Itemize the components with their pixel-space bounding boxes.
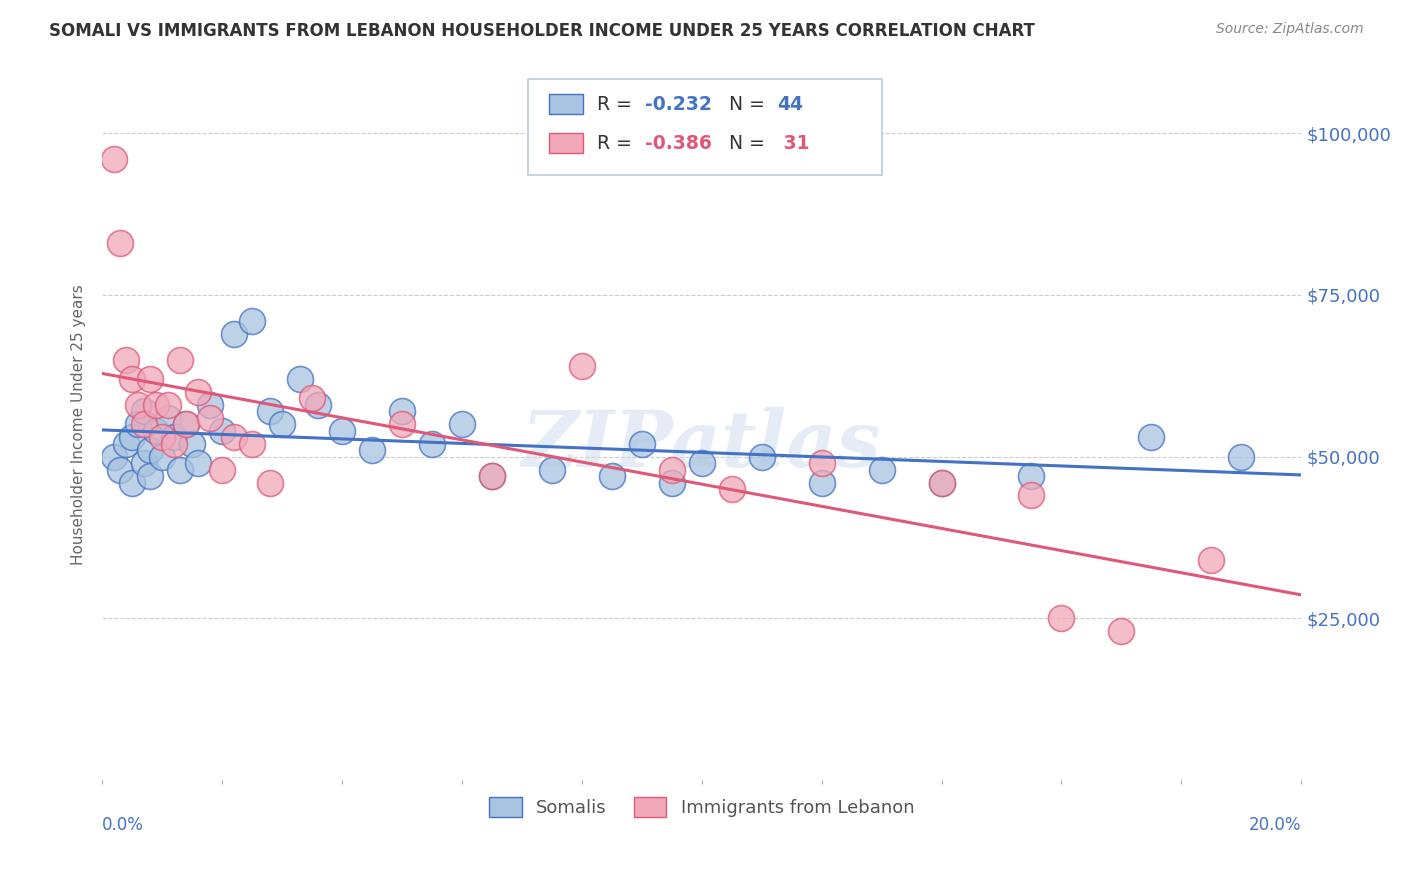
Point [720,482,742,496]
Point [810,456,832,470]
Point [420,436,443,450]
Text: 20.0%: 20.0% [1249,815,1302,834]
Point [330,424,353,438]
FancyBboxPatch shape [550,95,583,114]
Point [198,410,221,425]
Y-axis label: Householder Income Under 25 years: Householder Income Under 25 years [72,284,86,565]
Point [139,443,162,458]
Point [307,398,329,412]
Point [391,417,413,432]
Point [187,384,209,399]
Point [150,450,173,464]
Text: N =: N = [730,134,772,153]
Point [451,417,474,432]
Point [288,372,311,386]
Text: -0.232: -0.232 [645,95,713,113]
Point [541,462,564,476]
Point [115,352,138,367]
Point [157,398,180,412]
Point [361,443,384,458]
Point [145,398,167,412]
Point [108,462,131,476]
Point [174,417,197,432]
FancyBboxPatch shape [550,133,583,153]
Point [211,424,233,438]
Point [211,462,233,476]
Point [259,475,281,490]
Point [1111,624,1133,639]
Point [810,475,832,490]
Point [224,430,246,444]
Legend: Somalis, Immigrants from Lebanon: Somalis, Immigrants from Lebanon [482,790,921,824]
Point [157,410,180,425]
Point [127,417,149,432]
Point [115,436,138,450]
Point [187,456,209,470]
Point [145,424,167,438]
Text: R =: R = [598,95,638,113]
Text: -0.386: -0.386 [645,134,713,153]
Text: Source: ZipAtlas.com: Source: ZipAtlas.com [1216,22,1364,37]
Point [751,450,773,464]
Text: 0.0%: 0.0% [103,815,143,834]
Point [121,430,143,444]
Point [1021,488,1043,502]
Point [931,475,953,490]
Text: N =: N = [730,95,772,113]
Point [150,430,173,444]
Point [481,469,503,483]
Text: 31: 31 [778,134,810,153]
Point [121,372,143,386]
Point [103,152,125,166]
Point [931,475,953,490]
Point [661,475,683,490]
Point [301,392,323,406]
Point [571,359,593,373]
Point [139,469,162,483]
Point [224,326,246,341]
Text: ZIPatlas: ZIPatlas [522,408,882,483]
Point [163,436,186,450]
Point [271,417,294,432]
Point [1140,430,1163,444]
Point [121,475,143,490]
Point [181,436,204,450]
Point [240,314,263,328]
Point [1230,450,1253,464]
Point [600,469,623,483]
Point [870,462,893,476]
Point [169,462,191,476]
Point [163,430,186,444]
Text: R =: R = [598,134,638,153]
Point [1201,553,1223,567]
Point [391,404,413,418]
Point [174,417,197,432]
Point [139,372,162,386]
FancyBboxPatch shape [527,79,882,175]
Point [134,456,156,470]
Point [134,404,156,418]
Point [481,469,503,483]
Point [1050,611,1073,625]
Point [103,450,125,464]
Point [108,236,131,251]
Point [240,436,263,450]
Text: SOMALI VS IMMIGRANTS FROM LEBANON HOUSEHOLDER INCOME UNDER 25 YEARS CORRELATION : SOMALI VS IMMIGRANTS FROM LEBANON HOUSEH… [49,22,1035,40]
Point [1021,469,1043,483]
Point [134,417,156,432]
Point [169,352,191,367]
Text: 44: 44 [778,95,803,113]
Point [630,436,652,450]
Point [127,398,149,412]
Point [690,456,713,470]
Point [259,404,281,418]
Point [198,398,221,412]
Point [661,462,683,476]
